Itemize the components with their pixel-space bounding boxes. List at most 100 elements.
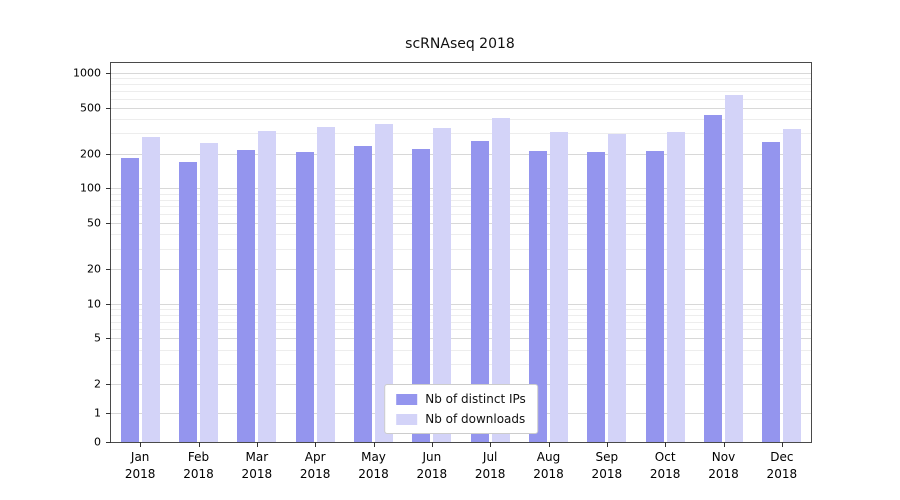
minor-gridline <box>111 118 811 120</box>
y-tick-label: 10 <box>87 297 101 311</box>
bar-nb-of-distinct-ips <box>645 150 664 442</box>
minor-gridline <box>111 84 811 86</box>
y-tick-mark <box>106 413 111 415</box>
bar-nb-of-downloads <box>550 131 568 442</box>
x-tick-mark <box>198 442 200 447</box>
x-tick-mark <box>548 442 550 447</box>
legend-label-downloads: Nb of downloads <box>425 412 526 426</box>
minor-gridline <box>111 234 811 236</box>
bar-nb-of-distinct-ips <box>237 150 256 442</box>
minor-gridline <box>111 133 811 135</box>
x-tick-label: Feb 2018 <box>183 450 214 482</box>
bar-nb-of-downloads <box>491 117 510 442</box>
y-tick-mark <box>106 338 111 340</box>
bar-nb-of-downloads <box>141 136 160 442</box>
bar-nb-of-distinct-ips <box>354 145 372 442</box>
x-tick-mark <box>373 442 375 447</box>
minor-gridline <box>111 314 811 316</box>
minor-gridline <box>111 364 811 366</box>
bar-nb-of-distinct-ips <box>120 157 139 442</box>
major-gridline <box>111 303 811 305</box>
plot-area: Nb of distinct IPs Nb of downloads 0 1 2 5 1… <box>73 62 812 481</box>
minor-gridline <box>111 98 811 100</box>
minor-gridline <box>111 199 811 201</box>
x-tick-mark <box>431 442 433 447</box>
x-tick-label: Nov 2018 <box>708 450 739 482</box>
bar-nb-of-downloads <box>433 127 452 442</box>
bar-nb-of-downloads <box>375 124 393 442</box>
minor-gridline <box>111 90 811 92</box>
y-tick-mark <box>106 223 111 225</box>
legend-entry-distinct-ips: Nb of distinct IPs <box>396 392 526 406</box>
y-tick-mark <box>106 384 111 386</box>
legend-entry-downloads: Nb of downloads <box>396 412 526 426</box>
legend-swatch-distinct-ips <box>396 393 418 405</box>
minor-gridline <box>111 248 811 250</box>
bar-nb-of-distinct-ips <box>529 150 547 442</box>
x-tick-label: Apr 2018 <box>299 450 331 482</box>
y-tick-label: 50 <box>87 216 101 230</box>
y-tick-label: 1 <box>94 406 101 420</box>
y-tick-mark <box>106 107 111 109</box>
bar-nb-of-distinct-ips <box>587 151 606 442</box>
major-gridline <box>111 188 811 190</box>
bar-nb-of-distinct-ips <box>412 148 431 442</box>
bar-nb-of-distinct-ips <box>704 115 722 442</box>
bar-nb-of-downloads <box>200 142 218 442</box>
chart-title: scRNAseq 2018 <box>405 36 515 52</box>
major-gridline <box>111 73 811 75</box>
minor-gridline <box>111 213 811 215</box>
y-tick-mark <box>106 188 111 190</box>
y-tick-mark <box>106 442 111 443</box>
x-tick-mark <box>606 442 608 447</box>
bar-nb-of-distinct-ips <box>470 140 489 442</box>
minor-gridline <box>111 321 811 323</box>
x-tick-label: Dec 2018 <box>766 450 798 482</box>
x-tick-label: Mar 2018 <box>241 450 273 482</box>
bar-nb-of-downloads <box>783 128 802 442</box>
bar-nb-of-distinct-ips <box>179 161 197 442</box>
major-gridline <box>111 268 811 270</box>
x-tick-mark <box>781 442 783 447</box>
legend-swatch-downloads <box>396 413 418 425</box>
major-gridline <box>111 223 811 225</box>
minor-gridline <box>111 329 811 331</box>
x-tick-label: Jul 2018 <box>474 450 506 482</box>
x-tick-label: Sep 2018 <box>591 450 623 482</box>
y-tick-mark <box>106 268 111 270</box>
legend: Nb of distinct IPs Nb of downloads <box>384 384 538 434</box>
y-tick-label: 5 <box>94 331 101 345</box>
minor-gridline <box>111 206 811 208</box>
y-tick-label: 500 <box>80 101 101 115</box>
x-tick-mark <box>665 442 667 447</box>
major-gridline <box>111 338 811 340</box>
x-tick-mark <box>490 442 492 447</box>
y-tick-label: 1000 <box>73 66 101 80</box>
x-tick-label: Oct 2018 <box>649 450 681 482</box>
y-tick-label: 200 <box>80 147 101 161</box>
bar-nb-of-downloads <box>666 131 685 442</box>
x-tick-mark <box>315 442 317 447</box>
x-tick-label: Jun 2018 <box>416 450 448 482</box>
y-tick-label: 20 <box>87 262 101 276</box>
y-tick-mark <box>106 153 111 155</box>
minor-gridline <box>111 349 811 351</box>
x-tick-label: May 2018 <box>358 450 389 482</box>
major-gridline <box>111 153 811 155</box>
x-tick-mark <box>140 442 142 447</box>
minor-gridline <box>111 193 811 195</box>
legend-label-distinct-ips: Nb of distinct IPs <box>425 392 526 406</box>
y-tick-label: 0 <box>94 435 101 449</box>
y-tick-label: 100 <box>80 181 101 195</box>
y-tick-label: 2 <box>94 377 101 391</box>
bar-nb-of-downloads <box>608 134 627 442</box>
major-gridline <box>111 107 811 109</box>
x-tick-mark <box>723 442 725 447</box>
x-tick-mark <box>256 442 258 447</box>
minor-gridline <box>111 308 811 310</box>
minor-gridline <box>111 78 811 80</box>
bar-nb-of-downloads <box>258 130 277 442</box>
bar-nb-of-distinct-ips <box>762 142 781 442</box>
y-tick-mark <box>106 73 111 75</box>
